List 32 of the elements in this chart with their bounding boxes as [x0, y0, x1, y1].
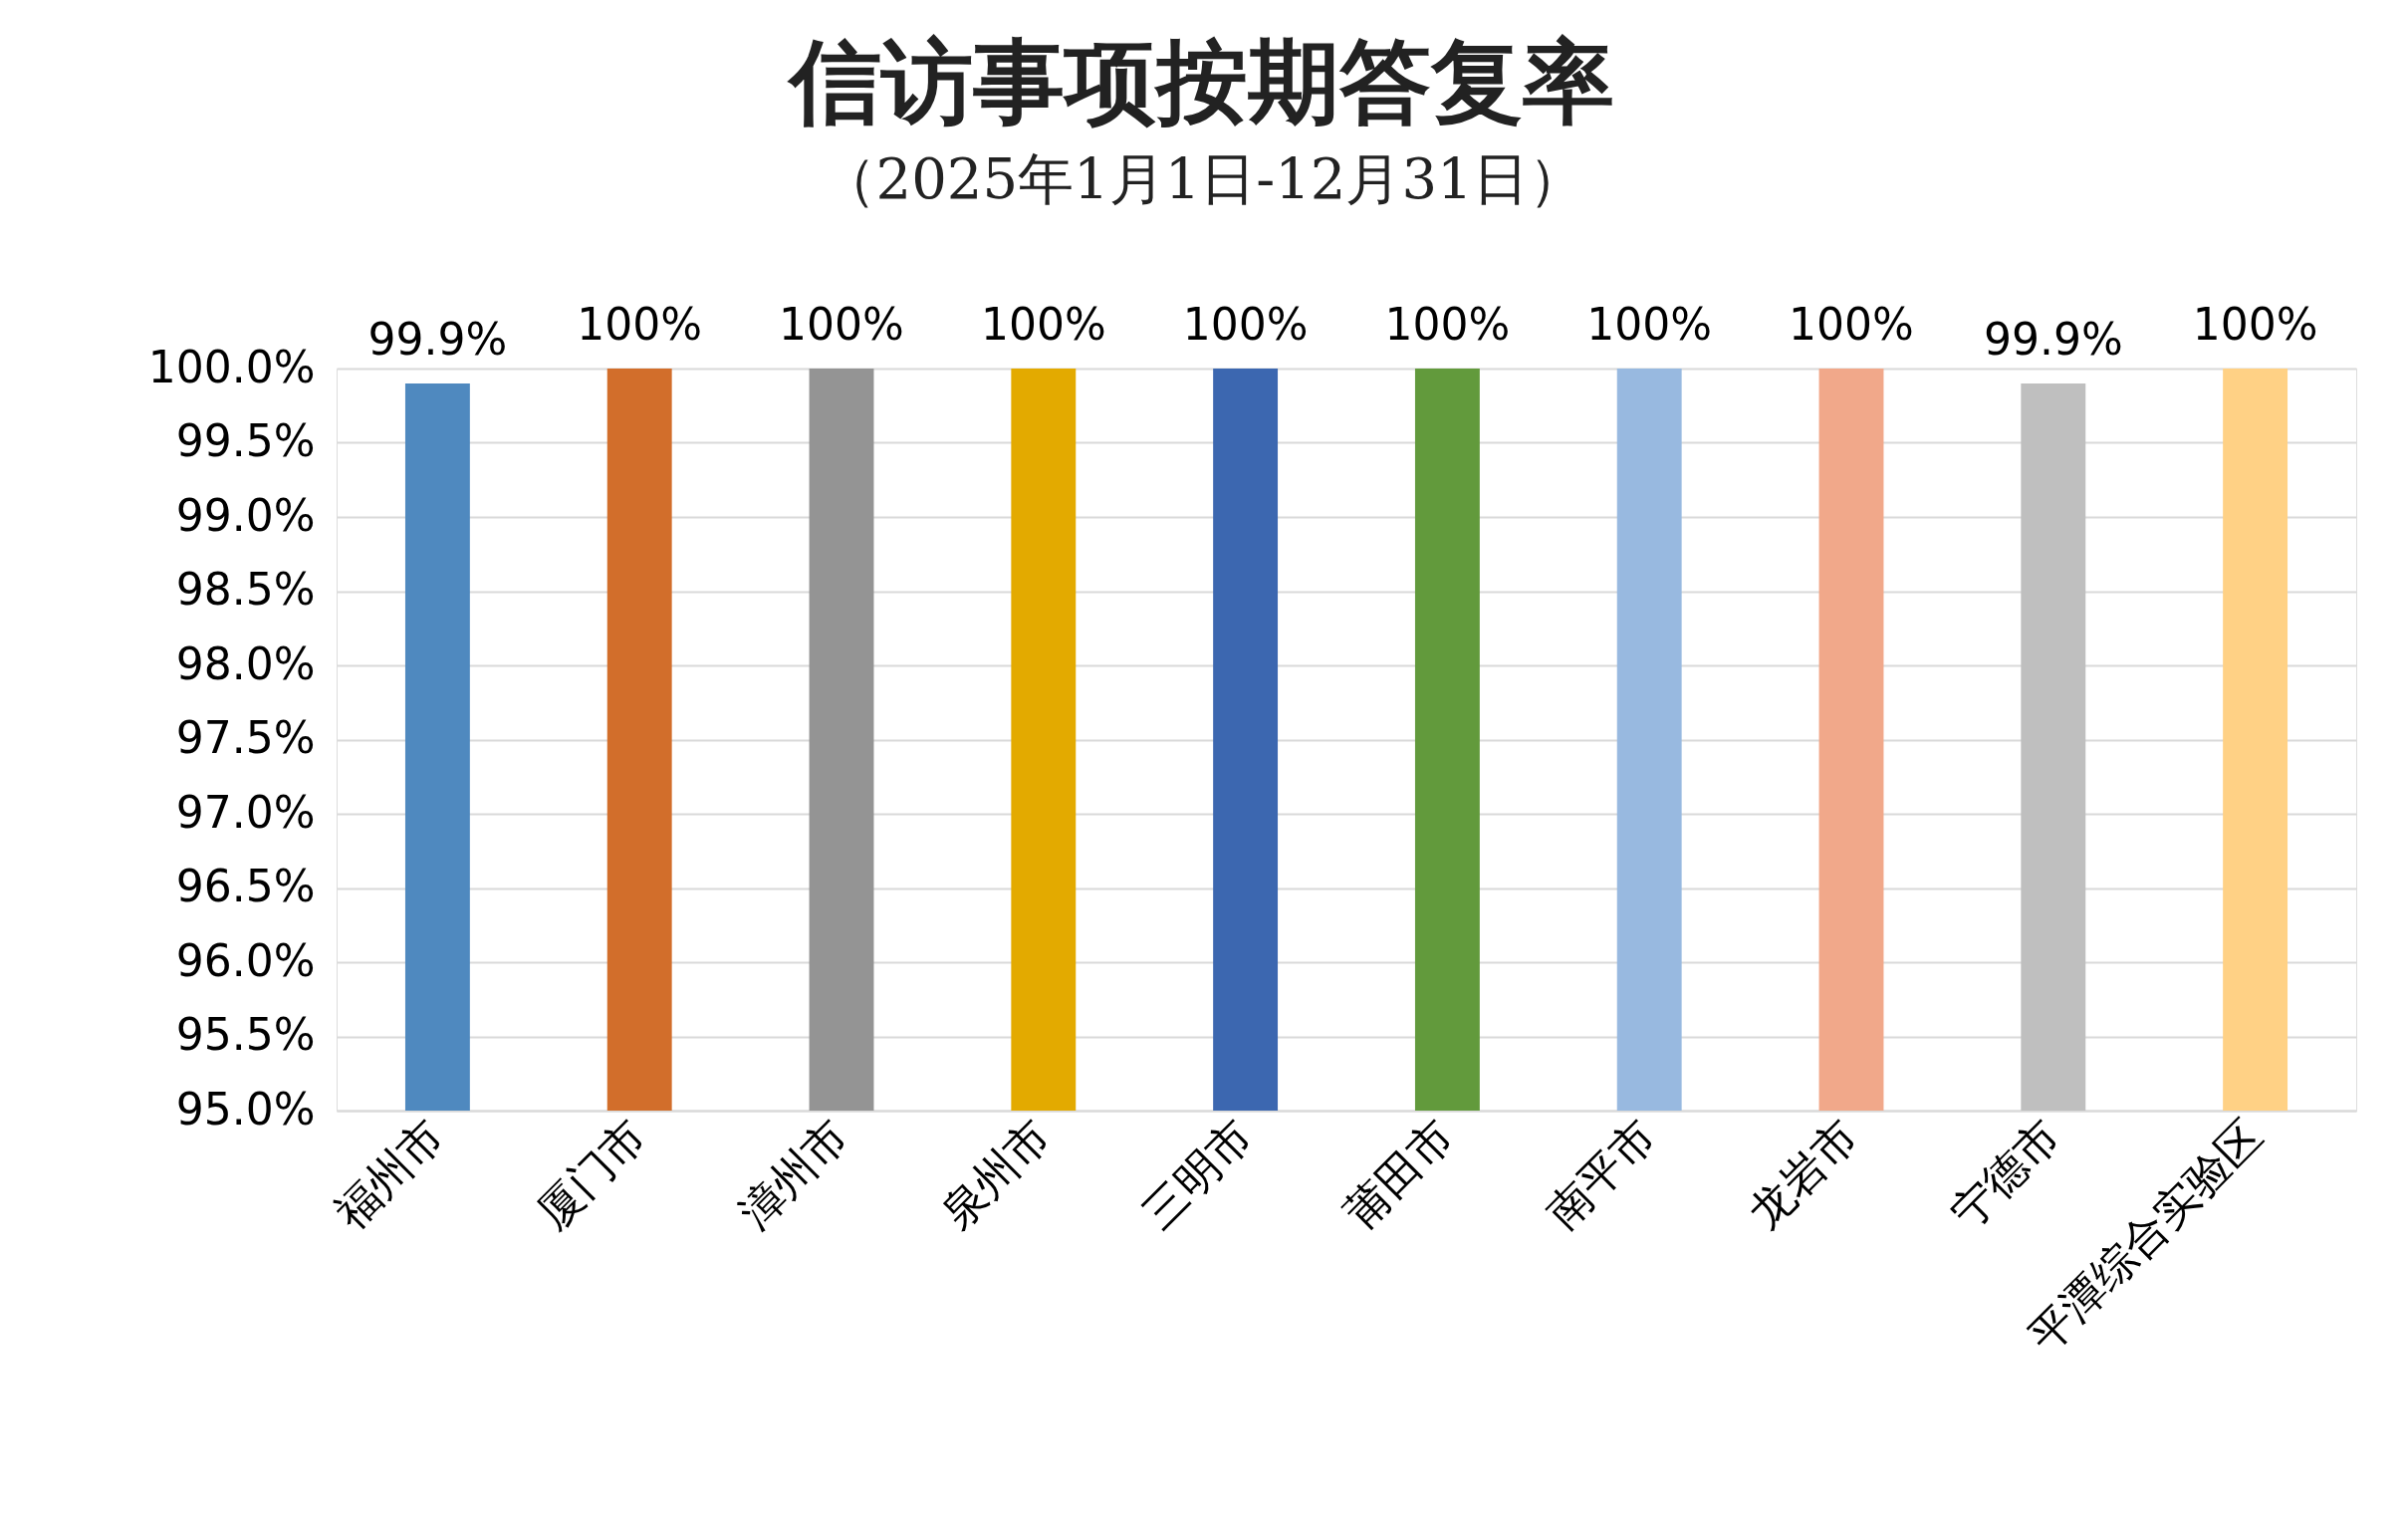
- data-label: 100%: [1586, 299, 1713, 350]
- x-tick-label: 泉州市: [930, 1109, 1061, 1239]
- data-label: 99.9%: [367, 313, 508, 365]
- x-tick-label: 龙岩市: [1738, 1109, 1868, 1239]
- y-tick-label: 99.0%: [175, 489, 316, 541]
- data-label: 100%: [1384, 299, 1511, 350]
- x-tick-label: 福州市: [325, 1109, 454, 1239]
- y-tick-label: 97.0%: [175, 786, 316, 838]
- y-tick-label: 96.0%: [175, 934, 316, 986]
- x-tick-label: 莆田市: [1334, 1109, 1464, 1239]
- x-tick-label: 三明市: [1132, 1109, 1262, 1239]
- data-label: 100%: [2192, 299, 2318, 350]
- chart-subtitle: （2025年1月1日-12月31日）: [820, 146, 1584, 211]
- y-tick-label: 98.5%: [175, 564, 316, 615]
- data-label: 100%: [1182, 299, 1309, 350]
- x-tick-label: 漳州市: [728, 1109, 858, 1239]
- y-tick-label: 99.5%: [175, 415, 316, 466]
- data-label: 99.9%: [1983, 313, 2123, 365]
- y-tick-label: 97.5%: [175, 712, 316, 763]
- data-label: 100%: [779, 299, 904, 350]
- chart-title: 信访事项按期答复率: [787, 28, 1615, 135]
- x-tick-label: 厦门市: [527, 1109, 656, 1239]
- x-tick-label: 宁德市: [1940, 1109, 2070, 1239]
- y-tick-label: 95.5%: [175, 1009, 316, 1060]
- y-tick-label: 96.5%: [175, 861, 316, 911]
- data-label: 100%: [980, 299, 1106, 350]
- data-label: 100%: [577, 299, 703, 350]
- y-tick-label: 100.0%: [147, 341, 316, 392]
- data-label: 100%: [1789, 299, 1914, 350]
- y-tick-label: 95.0%: [175, 1083, 316, 1135]
- y-tick-label: 98.0%: [175, 637, 316, 689]
- x-tick-label: 南平市: [1537, 1109, 1666, 1239]
